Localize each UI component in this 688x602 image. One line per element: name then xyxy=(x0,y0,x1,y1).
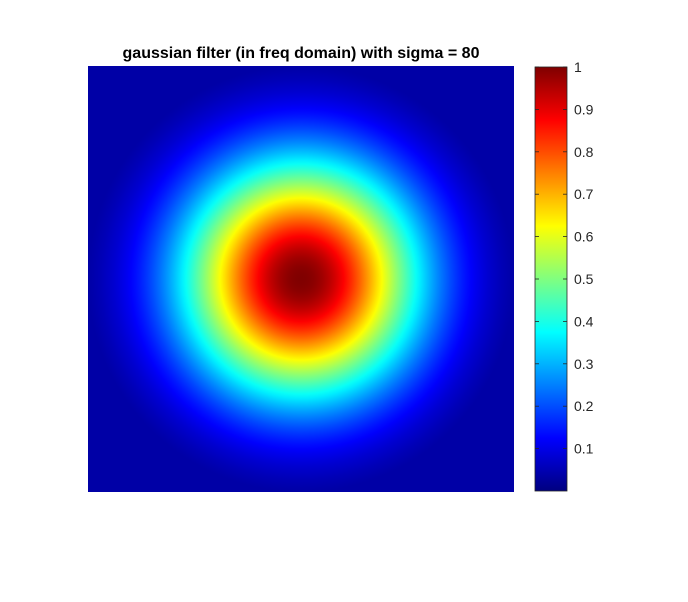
colorbar xyxy=(534,66,568,492)
heatmap-image xyxy=(88,66,514,492)
colorbar-tick-label: 0.5 xyxy=(574,271,594,287)
colorbar-tick-label: 0.7 xyxy=(574,186,594,202)
colorbar-tick-label: 0.2 xyxy=(574,398,594,414)
colorbar-tick-label: 1 xyxy=(574,59,582,75)
colorbar-tick-label: 0.1 xyxy=(574,441,594,457)
colorbar-tick-label: 0.9 xyxy=(574,101,594,117)
colorbar-ticks: 0.1 0.2 0.3 0.4 0.5 0.6 0.7 0.8 0.9 1 xyxy=(535,59,594,457)
colorbar-tick-label: 0.4 xyxy=(574,313,594,329)
colorbar-tick-label: 0.3 xyxy=(574,356,594,372)
chart-title: gaussian filter (in freq domain) with si… xyxy=(123,45,480,62)
colorbar-tick-label: 0.6 xyxy=(574,229,594,245)
colorbar-tick-label: 0.8 xyxy=(574,144,594,160)
